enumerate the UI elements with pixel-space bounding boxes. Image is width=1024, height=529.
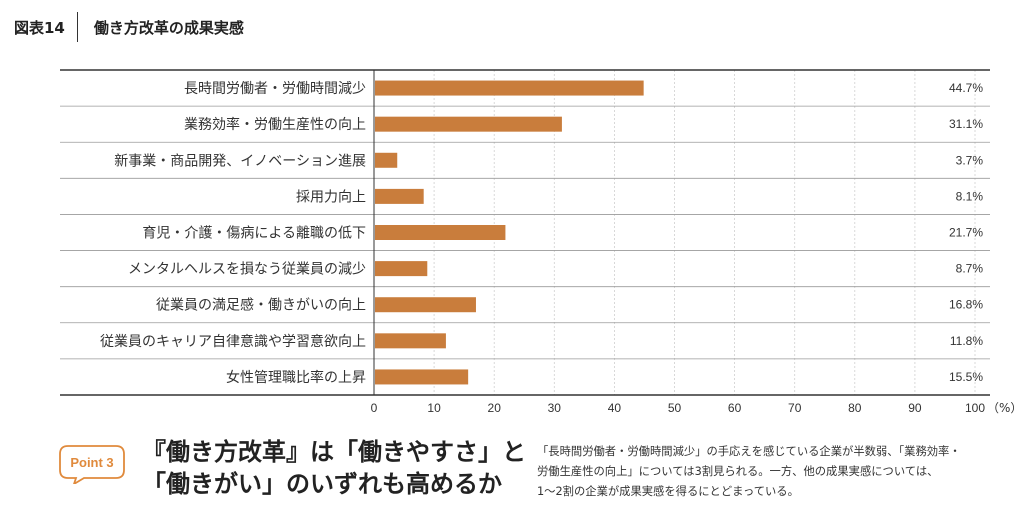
- point-headline-line1: 『働き方改革』は「働きやすさ」と: [142, 438, 526, 466]
- x-axis-unit-label: （%）: [987, 401, 1022, 415]
- bar-chart: 長時間労働者・労働時間減少 44.7% 業務効率・労働生産性の向上 31.1% 新事業・…: [60, 69, 1022, 415]
- category-label: 新事業・商品開発、イノベーション進展: [114, 153, 366, 169]
- summary-text: 「長時間労働者・労働時間減少」の手応えを感じている企業が半数弱、「業務効率・ 労…: [537, 442, 997, 502]
- value-label: 8.7%: [956, 262, 984, 276]
- x-tick-label: 50: [668, 401, 682, 415]
- value-label: 3.7%: [956, 153, 984, 167]
- value-label: 8.1%: [956, 189, 984, 203]
- category-label: 採用力向上: [296, 189, 366, 205]
- point-badge-label: Point 3: [70, 455, 113, 470]
- category-label: 従業員の満足感・働きがいの向上: [156, 297, 366, 314]
- point-headline-line2: 「働きがい」のいずれも高めるか: [142, 470, 502, 498]
- x-tick-label: 90: [908, 401, 922, 415]
- speech-bubble-icon: [59, 445, 125, 484]
- value-label: 15.5%: [949, 370, 983, 384]
- bar: [375, 80, 644, 96]
- figure-label: 図表14: [14, 18, 65, 37]
- value-label: 21.7%: [949, 226, 983, 240]
- x-tick-label: 10: [427, 401, 441, 415]
- header-divider: [76, 12, 78, 42]
- bar: [375, 152, 398, 168]
- bar: [375, 116, 562, 132]
- value-label: 31.1%: [949, 117, 983, 131]
- value-label: 11.8%: [950, 334, 983, 348]
- figure-header: 図表14 働き方改革の成果実感: [14, 12, 244, 42]
- x-tick-label: 80: [848, 401, 862, 415]
- figure-title: 働き方改革の成果実感: [93, 18, 244, 37]
- x-tick-label: 20: [488, 401, 502, 415]
- category-label: 業務効率・労働生産性の向上: [184, 116, 366, 133]
- point-headline: 『働き方改革』は「働きやすさ」と 「働きがい」のいずれも高めるか: [142, 436, 526, 500]
- value-label: 44.7%: [949, 81, 983, 95]
- category-label: 従業員のキャリア自律意識や学習意欲向上: [100, 333, 366, 350]
- x-tick-label: 40: [608, 401, 622, 415]
- bar: [375, 297, 476, 313]
- x-tick-label: 0: [371, 401, 378, 415]
- x-tick-label: 30: [548, 401, 562, 415]
- point-badge: Point 3: [59, 445, 125, 484]
- value-label: 16.8%: [949, 298, 983, 312]
- bar: [375, 333, 446, 349]
- category-label: メンタルヘルスを損なう従業員の減少: [128, 261, 366, 278]
- category-label: 長時間労働者・労働時間減少: [184, 80, 366, 97]
- x-tick-label: 100: [965, 401, 985, 415]
- x-tick-label: 70: [788, 401, 802, 415]
- summary-line2: 労働生産性の向上」については3割見られる。一方、他の成果実感については、: [537, 465, 939, 478]
- bar: [375, 369, 469, 385]
- bar: [375, 225, 506, 240]
- bar: [375, 261, 428, 277]
- x-tick-label: 60: [728, 401, 742, 415]
- category-label: 女性管理職比率の上昇: [226, 369, 366, 386]
- summary-line1: 「長時間労働者・労働時間減少」の手応えを感じている企業が半数弱、「業務効率・: [537, 445, 961, 458]
- summary-line3: 1〜2割の企業が成果実感を得るにとどまっている。: [537, 485, 799, 498]
- bar: [375, 188, 424, 204]
- category-label: 育児・介護・傷病による離職の低下: [142, 225, 366, 242]
